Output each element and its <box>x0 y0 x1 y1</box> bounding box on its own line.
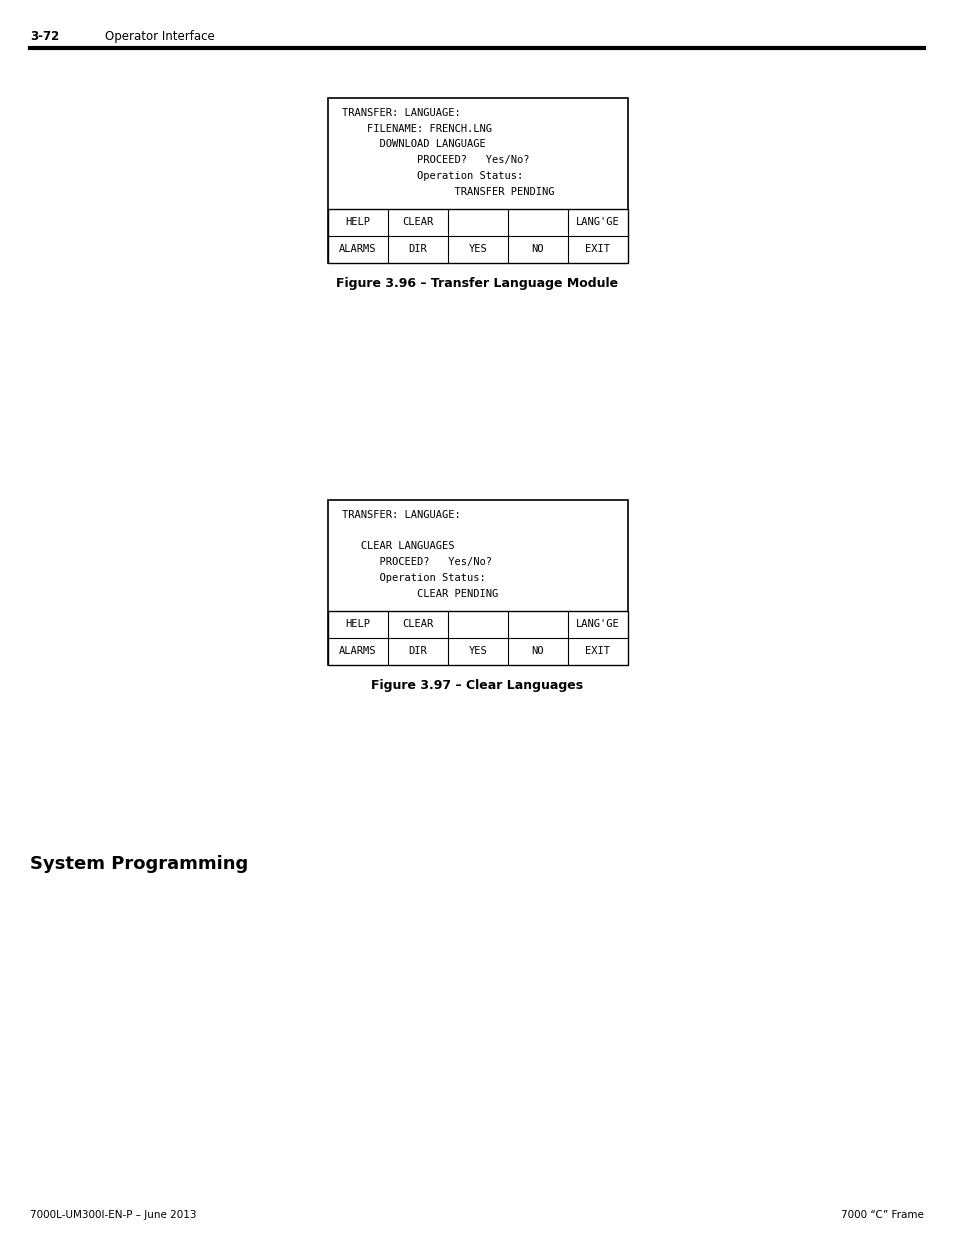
Text: TRANSFER PENDING: TRANSFER PENDING <box>341 186 554 196</box>
Text: DOWNLOAD LANGUAGE: DOWNLOAD LANGUAGE <box>341 140 485 149</box>
Bar <box>328 209 627 263</box>
Text: ALARMS: ALARMS <box>339 646 376 656</box>
Text: HELP: HELP <box>345 217 370 227</box>
Text: Operation Status:: Operation Status: <box>341 170 522 182</box>
Text: 7000 “C” Frame: 7000 “C” Frame <box>841 1210 923 1220</box>
Text: YES: YES <box>468 245 487 254</box>
Text: CLEAR: CLEAR <box>402 619 434 629</box>
Text: EXIT: EXIT <box>585 245 610 254</box>
Text: HELP: HELP <box>345 619 370 629</box>
Text: PROCEED?   Yes/No?: PROCEED? Yes/No? <box>341 156 529 165</box>
Text: ALARMS: ALARMS <box>339 245 376 254</box>
Text: NO: NO <box>531 646 543 656</box>
Text: System Programming: System Programming <box>30 855 248 873</box>
Text: LANG'GE: LANG'GE <box>576 217 619 227</box>
Text: PROCEED?   Yes/No?: PROCEED? Yes/No? <box>341 557 492 567</box>
Text: Operation Status:: Operation Status: <box>341 573 485 583</box>
Text: TRANSFER: LANGUAGE:: TRANSFER: LANGUAGE: <box>341 510 460 520</box>
Text: DIR: DIR <box>408 646 427 656</box>
Text: Figure 3.96 – Transfer Language Module: Figure 3.96 – Transfer Language Module <box>335 277 618 290</box>
Text: Operator Interface: Operator Interface <box>105 30 214 43</box>
Text: 3-72: 3-72 <box>30 30 59 43</box>
Text: CLEAR: CLEAR <box>402 217 434 227</box>
Text: DIR: DIR <box>408 245 427 254</box>
Text: Figure 3.97 – Clear Languages: Figure 3.97 – Clear Languages <box>371 679 582 692</box>
Text: EXIT: EXIT <box>585 646 610 656</box>
Text: YES: YES <box>468 646 487 656</box>
Text: NO: NO <box>531 245 543 254</box>
Bar <box>328 98 627 263</box>
Text: CLEAR PENDING: CLEAR PENDING <box>341 589 497 599</box>
Bar <box>328 500 627 664</box>
Text: TRANSFER: LANGUAGE:: TRANSFER: LANGUAGE: <box>341 107 460 119</box>
Text: FILENAME: FRENCH.LNG: FILENAME: FRENCH.LNG <box>341 124 492 133</box>
Bar <box>328 610 627 664</box>
Text: CLEAR LANGUAGES: CLEAR LANGUAGES <box>341 541 454 552</box>
Text: 7000L-UM300I-EN-P – June 2013: 7000L-UM300I-EN-P – June 2013 <box>30 1210 196 1220</box>
Text: LANG'GE: LANG'GE <box>576 619 619 629</box>
